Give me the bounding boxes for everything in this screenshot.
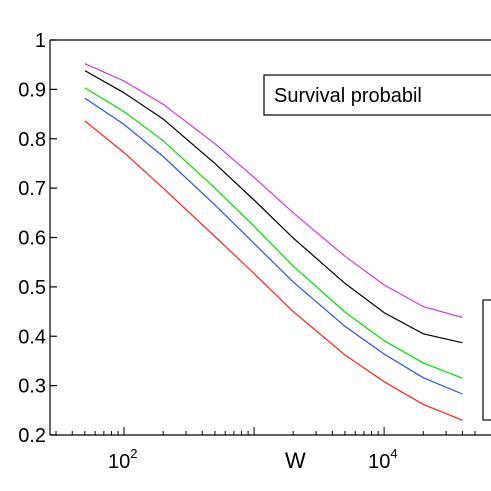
series-line-1 bbox=[84, 63, 463, 319]
series-lines bbox=[84, 63, 463, 421]
x-tick-label: 102 bbox=[108, 446, 137, 473]
annotation-text: Survival probabil bbox=[274, 85, 422, 107]
y-tick-label: 0.6 bbox=[18, 228, 46, 250]
y-tick-label: 0.5 bbox=[18, 277, 46, 299]
annotation-frame bbox=[263, 74, 491, 116]
series-line-4 bbox=[84, 97, 463, 395]
series-line-3 bbox=[84, 87, 463, 379]
y-tick-label: 1 bbox=[35, 30, 46, 52]
y-tick-label: 0.9 bbox=[18, 79, 46, 101]
series-line-2 bbox=[84, 70, 463, 344]
y-tick-label: 0.4 bbox=[18, 326, 46, 348]
y-tick-label: 0.8 bbox=[18, 129, 46, 151]
y-tick-label: 0.2 bbox=[18, 425, 46, 447]
legend-box bbox=[482, 299, 491, 421]
annotation-box: Survival probabil bbox=[263, 74, 491, 116]
series-line-5 bbox=[84, 120, 463, 421]
legend-frame bbox=[482, 299, 491, 421]
y-ticks: 0.2 0.3 0.4 0.5 0.6 0.7 0.8 0.9 1 bbox=[18, 30, 57, 447]
x-tick-label: 104 bbox=[368, 446, 397, 473]
x-ticks: 102 104 bbox=[55, 427, 476, 473]
y-tick-label: 0.3 bbox=[18, 376, 46, 398]
y-tick-label: 0.7 bbox=[18, 178, 46, 200]
x-axis-label: W bbox=[285, 448, 306, 473]
